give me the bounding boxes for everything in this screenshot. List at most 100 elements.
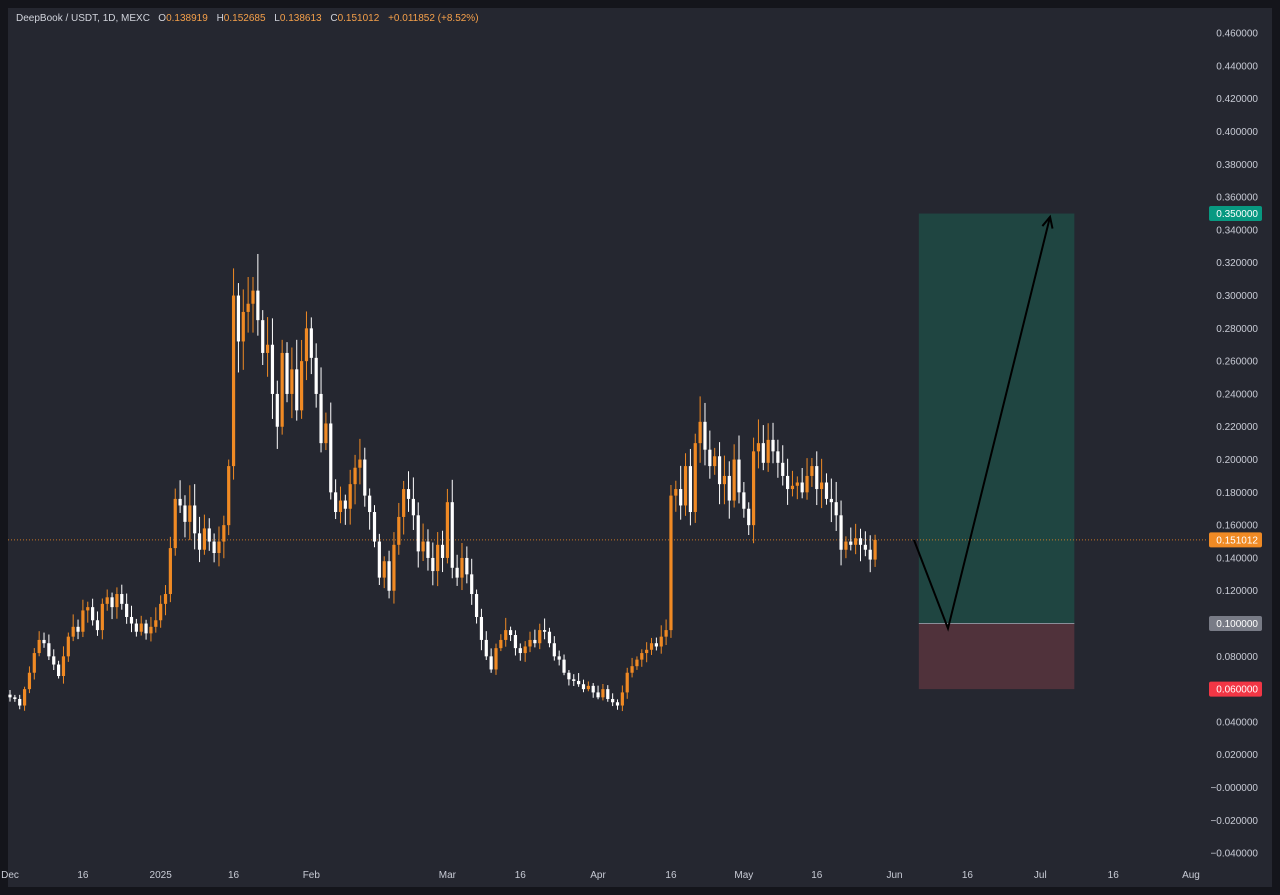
candle[interactable] [630,657,634,678]
candle[interactable] [577,673,581,687]
candle[interactable] [246,277,250,333]
candle[interactable] [810,457,814,487]
candle[interactable] [562,654,566,676]
candle[interactable] [547,627,552,648]
candle[interactable] [747,502,751,536]
candle[interactable] [363,447,367,507]
candle[interactable] [450,479,454,579]
candle[interactable] [241,289,245,370]
candle[interactable] [465,546,469,584]
candle[interactable] [139,615,143,636]
candle[interactable] [751,437,756,544]
candle[interactable] [854,523,858,555]
candle[interactable] [159,595,163,628]
candle[interactable] [761,425,765,471]
candle[interactable] [8,690,12,702]
candle[interactable] [470,558,474,605]
candle[interactable] [134,618,138,637]
candle[interactable] [217,526,221,567]
candle[interactable] [358,438,362,485]
candle[interactable] [844,536,848,559]
candle[interactable] [543,618,547,640]
candle[interactable] [202,514,206,555]
candle[interactable] [523,641,527,662]
candle[interactable] [57,660,61,679]
candle[interactable] [557,650,561,666]
candle[interactable] [251,276,255,333]
candle[interactable] [338,486,343,524]
candle[interactable] [372,505,377,548]
candle[interactable] [129,605,134,633]
candle[interactable] [863,531,867,557]
candle[interactable] [178,480,182,513]
candle[interactable] [732,444,736,508]
candle[interactable] [334,479,338,520]
candle[interactable] [649,637,654,655]
projection-path[interactable] [913,216,1052,632]
candle[interactable] [625,667,629,699]
candle[interactable] [742,482,746,518]
candle[interactable] [149,617,153,642]
candle[interactable] [197,516,202,563]
candle[interactable] [717,442,722,505]
candle[interactable] [693,433,697,523]
candle[interactable] [168,536,172,603]
candle[interactable] [508,626,513,642]
candle[interactable] [513,630,518,656]
candle[interactable] [110,592,114,620]
candle[interactable] [22,686,27,711]
candle[interactable] [722,455,727,505]
candle[interactable] [591,683,595,698]
candle[interactable] [212,533,216,563]
candle[interactable] [659,625,663,654]
candle[interactable] [37,631,41,657]
candlesticks[interactable] [8,253,877,712]
candle[interactable] [688,448,692,526]
candle[interactable] [295,339,299,421]
candle[interactable] [236,283,241,373]
candle[interactable] [504,617,508,647]
candle[interactable] [771,422,775,464]
candle[interactable] [489,648,493,673]
candle[interactable] [572,674,576,687]
candle[interactable] [71,614,75,642]
candle[interactable] [664,619,668,646]
candle[interactable] [703,402,707,466]
position-zones[interactable] [918,213,1075,690]
candle[interactable] [460,543,464,591]
candle[interactable] [387,550,391,599]
candle[interactable] [343,494,347,525]
candle[interactable] [270,318,275,419]
candle[interactable] [601,684,605,701]
candle[interactable] [300,339,304,419]
candle[interactable] [222,515,226,559]
candle[interactable] [654,637,658,651]
price-axis[interactable] [1206,8,1272,887]
candle[interactable] [538,623,542,650]
candle[interactable] [815,451,819,506]
candle[interactable] [314,343,318,408]
candle[interactable] [674,480,678,512]
candle[interactable] [440,530,445,573]
candle[interactable] [416,502,420,568]
candle[interactable] [849,527,853,551]
candle[interactable] [125,593,129,624]
candle[interactable] [494,643,498,675]
candle[interactable] [533,629,537,648]
candle[interactable] [27,666,32,694]
candle[interactable] [679,465,683,520]
projection-arrow[interactable] [913,214,1054,632]
candle[interactable] [606,685,610,702]
candle[interactable] [285,342,289,403]
candle[interactable] [834,481,838,531]
candle[interactable] [421,523,425,562]
candle[interactable] [261,310,265,365]
candle[interactable] [528,631,532,653]
candle[interactable] [173,488,177,556]
candle[interactable] [304,311,309,381]
candle[interactable] [13,694,17,702]
candle[interactable] [669,484,673,638]
candle[interactable] [100,598,104,640]
candle[interactable] [329,402,333,500]
